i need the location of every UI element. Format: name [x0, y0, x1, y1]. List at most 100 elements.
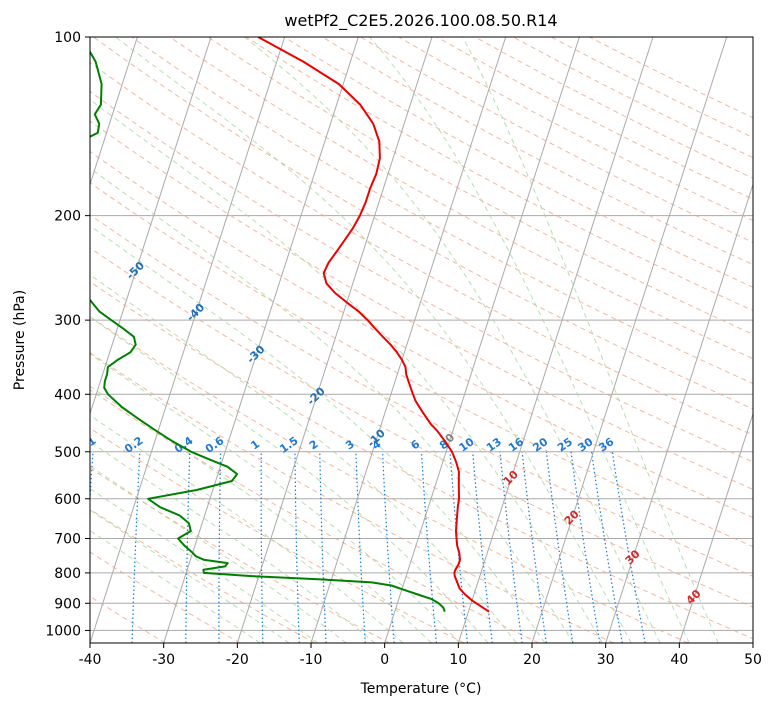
isotherm-label: -30 [244, 343, 267, 366]
mixing-ratio-label: 1 [248, 437, 262, 452]
x-axis-ticks: -40 -30 -20 -10 0 10 20 30 40 50 [79, 643, 762, 668]
dry-adiabat [90, 389, 540, 643]
profiles [90, 37, 490, 613]
mixing-ratio-line [449, 451, 469, 643]
dry-adiabat [90, 247, 753, 608]
moist-adiabat [90, 316, 489, 643]
dry-adiabat [474, 37, 753, 179]
isotherm-line [457, 37, 654, 643]
moist-adiabat [90, 353, 461, 643]
isotherm-line [163, 37, 359, 643]
isotherm-line [605, 182, 753, 643]
x-tick-label: -10 [300, 652, 323, 668]
dry-adiabat [245, 37, 753, 312]
mixing-ratio-line [355, 451, 366, 643]
moist-adiabat [462, 37, 719, 643]
moist-adiabat [90, 509, 290, 643]
isotherm-label: 30 [623, 547, 643, 567]
moist-adiabat [90, 225, 546, 643]
temperature-profile-line [257, 37, 490, 613]
isotherm-label: 40 [684, 587, 704, 607]
isotherm-line [90, 37, 138, 187]
moist-adiabats [90, 37, 719, 643]
dry-adiabat [589, 37, 753, 119]
x-axis-title: Temperature (°C) [360, 681, 482, 697]
y-tick-label: 600 [54, 492, 81, 508]
y-tick-label: 200 [54, 209, 81, 225]
mixing-ratio-line [591, 451, 623, 643]
isotherm-line [310, 37, 507, 643]
mixing-ratio-line [131, 451, 141, 643]
y-tick-label: 700 [54, 532, 81, 548]
plot-area: -100-90-80-70-60-50-40-30-20-10010203040… [75, 37, 753, 643]
mixing-ratio-line [260, 451, 264, 643]
moist-adiabat [115, 37, 632, 643]
moist-adiabat [90, 465, 347, 643]
plot-frame [89, 36, 754, 644]
x-tick-label: 10 [449, 652, 467, 668]
dry-adiabat [90, 182, 753, 548]
isotherm-line [90, 37, 286, 643]
x-tick-label: 0 [380, 652, 389, 668]
x-tick-label: -40 [79, 652, 102, 668]
mixing-ratio-line [499, 451, 523, 643]
dry-adiabat [207, 37, 753, 335]
dry-adiabat [90, 90, 753, 463]
dry-adiabat [90, 315, 689, 643]
isotherm-line [531, 37, 728, 643]
mixing-ratio-line [382, 451, 395, 643]
moist-adiabat [369, 37, 690, 643]
isotherm-line [678, 412, 753, 643]
dry-adiabats [90, 37, 753, 643]
x-tick-label: 40 [670, 652, 688, 668]
moist-adiabat [90, 167, 575, 643]
mixing-ratio-label: 6 [409, 437, 423, 452]
y-axis-ticks: 100 200 300 400 500 600 700 800 900 1000 [45, 30, 90, 639]
chart-title: wetPf2_C2E5.2026.100.08.50.R14 [284, 11, 557, 31]
isotherm-label: 20 [562, 507, 582, 527]
isotherm-line [384, 37, 580, 643]
isotherm-label: -20 [304, 384, 327, 407]
y-tick-label: 100 [54, 30, 81, 46]
mixing-ratio-line [521, 451, 547, 643]
dry-adiabat [360, 37, 753, 243]
mixing-ratio-line [90, 451, 94, 508]
mixing-ratio-label: 0.2 [122, 434, 145, 456]
x-tick-label: 30 [597, 652, 615, 668]
dry-adiabat [322, 37, 753, 266]
dry-adiabat [90, 150, 753, 519]
isotherm-line [90, 37, 212, 416]
isotherm-line [752, 641, 753, 643]
dry-adiabat [90, 214, 753, 577]
mixing-ratio-line [420, 451, 437, 643]
y-tick-label: 300 [54, 313, 81, 329]
isotherm-gridlines [90, 37, 753, 643]
dry-adiabat [90, 62, 753, 436]
mixing-ratio-line [545, 451, 574, 643]
mixing-ratio-label: 1.5 [277, 434, 300, 456]
y-tick-label: 400 [54, 387, 81, 403]
x-tick-label: -20 [226, 652, 249, 668]
x-tick-label: 20 [523, 652, 541, 668]
y-tick-label: 900 [54, 596, 81, 612]
mixing-ratio-label: 0.1 [75, 434, 98, 456]
dry-adiabat [90, 551, 241, 643]
dry-adiabat [398, 37, 753, 222]
moist-adiabat [90, 385, 432, 643]
mixing-ratio-line [472, 451, 493, 643]
isotherm-label: -50 [124, 259, 147, 282]
isotherm-label: 10 [501, 468, 521, 488]
dry-adiabat [131, 37, 753, 385]
moist-adiabat [90, 529, 261, 643]
isotherm-label: -40 [184, 301, 207, 324]
dry-adiabat [90, 120, 753, 490]
moist-adiabat [90, 487, 319, 643]
mixing-ratio-label: 2 [307, 437, 321, 452]
dry-adiabat [90, 467, 390, 643]
dry-adiabat [90, 427, 465, 643]
y-axis-title: Pressure (hPa) [12, 290, 28, 390]
dry-adiabat [283, 37, 753, 288]
y-tick-label: 500 [54, 445, 81, 461]
